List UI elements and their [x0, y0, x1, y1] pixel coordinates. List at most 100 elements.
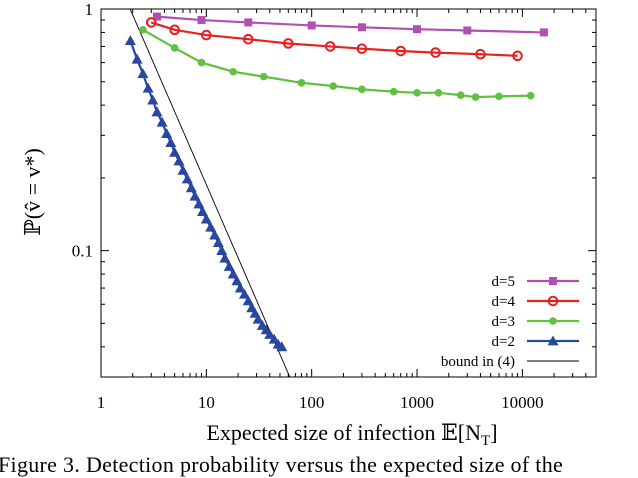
data-point	[216, 245, 228, 256]
data-point	[283, 38, 294, 49]
data-point	[413, 89, 421, 97]
data-point	[307, 21, 316, 30]
legend-label-d4: d=4	[492, 294, 516, 310]
data-point	[152, 12, 161, 21]
plot-area	[129, 9, 291, 377]
x-tick-label: 10000	[501, 393, 544, 412]
data-point	[223, 260, 235, 271]
legend-label-d3: d=3	[492, 314, 515, 330]
data-point	[205, 221, 217, 232]
series-d3	[139, 26, 535, 101]
data-point	[201, 29, 212, 41]
data-point	[244, 18, 253, 27]
y-axis-title: ℙ(v̂ = v*)	[20, 148, 45, 236]
data-point	[139, 26, 147, 34]
data-point	[229, 67, 238, 76]
data-point	[430, 47, 441, 58]
data-point	[131, 53, 143, 64]
data-point	[227, 268, 239, 279]
data-point	[357, 23, 366, 32]
axes: 1 10 100 1000 10000 0.1 1	[72, 0, 597, 412]
data-point	[209, 229, 221, 240]
data-point	[329, 82, 337, 90]
data-point	[161, 128, 173, 139]
data-point	[212, 237, 224, 247]
data-point	[197, 16, 206, 25]
data-point	[169, 24, 180, 36]
legend-label-d5: d=5	[492, 274, 515, 290]
figure-caption: Figure 3. Detection probability versus t…	[0, 452, 564, 477]
series-d2	[124, 35, 288, 352]
data-point	[234, 282, 246, 293]
x-axis-title-end: ]	[490, 420, 497, 445]
data-point	[238, 288, 250, 299]
x-axis-title: Expected size of infection 𝔼[NT]	[206, 420, 497, 449]
x-tick-label: 1	[97, 393, 106, 412]
data-point	[456, 91, 465, 99]
data-point	[539, 28, 548, 37]
data-point	[242, 33, 254, 45]
legend-label-d2: d=2	[492, 334, 515, 350]
data-point	[434, 89, 443, 97]
series-line	[156, 15, 544, 34]
series-layer	[124, 12, 548, 352]
data-point	[475, 48, 486, 60]
x-tick-label: 10	[198, 393, 215, 412]
data-point	[193, 198, 205, 209]
data-point	[124, 35, 136, 45]
legend-marker	[549, 277, 557, 285]
data-point	[356, 43, 368, 55]
data-point	[137, 68, 149, 79]
data-point	[231, 275, 243, 286]
data-point	[169, 146, 181, 157]
legend-marker	[549, 317, 557, 325]
data-point	[189, 190, 201, 201]
data-point	[395, 45, 407, 57]
data-point	[512, 50, 523, 62]
legend-label-bound: bound in (4)	[441, 354, 515, 370]
x-axis-title-main: Expected size of infection 𝔼[N	[206, 420, 481, 445]
data-point	[413, 25, 422, 34]
y-tick-label: 1	[85, 0, 94, 19]
data-point	[170, 44, 179, 52]
data-point	[142, 82, 154, 93]
data-point	[156, 116, 168, 127]
legend-marker	[547, 335, 559, 346]
data-point	[242, 295, 254, 306]
series-line	[129, 40, 283, 348]
data-point	[219, 252, 231, 263]
chart: 1 10 100 1000 10000 0.1 1 d=5 d=4 d=3 d=2 bound in…	[20, 0, 597, 449]
data-point	[358, 85, 366, 94]
data-point	[165, 137, 177, 147]
x-tick-label: 1000	[400, 393, 434, 412]
data-point	[471, 93, 480, 101]
data-point	[264, 328, 276, 339]
data-point	[181, 173, 193, 184]
bound-line	[129, 9, 291, 377]
plot-frame	[100, 8, 597, 378]
data-point	[197, 206, 209, 217]
data-point	[526, 91, 535, 100]
data-point	[297, 78, 306, 87]
data-point	[177, 164, 189, 175]
data-point	[463, 26, 472, 35]
data-point	[173, 155, 185, 166]
x-tick-label: 100	[299, 393, 325, 412]
data-point	[185, 182, 197, 193]
y-tick-label: 0.1	[72, 242, 93, 261]
legend-marker	[547, 295, 559, 307]
data-point	[495, 92, 503, 101]
data-point	[145, 17, 157, 28]
x-axis-title-subscript: T	[481, 433, 490, 449]
legend: d=5 d=4 d=3 d=2 bound in (4)	[441, 274, 579, 370]
data-point	[259, 72, 268, 81]
series-line	[150, 21, 518, 57]
data-point	[252, 313, 264, 324]
data-point	[197, 58, 206, 67]
data-point	[389, 87, 398, 96]
data-point	[151, 106, 163, 117]
data-point	[324, 41, 336, 52]
data-point	[200, 213, 212, 224]
data-point	[147, 94, 159, 105]
data-point	[276, 341, 288, 352]
